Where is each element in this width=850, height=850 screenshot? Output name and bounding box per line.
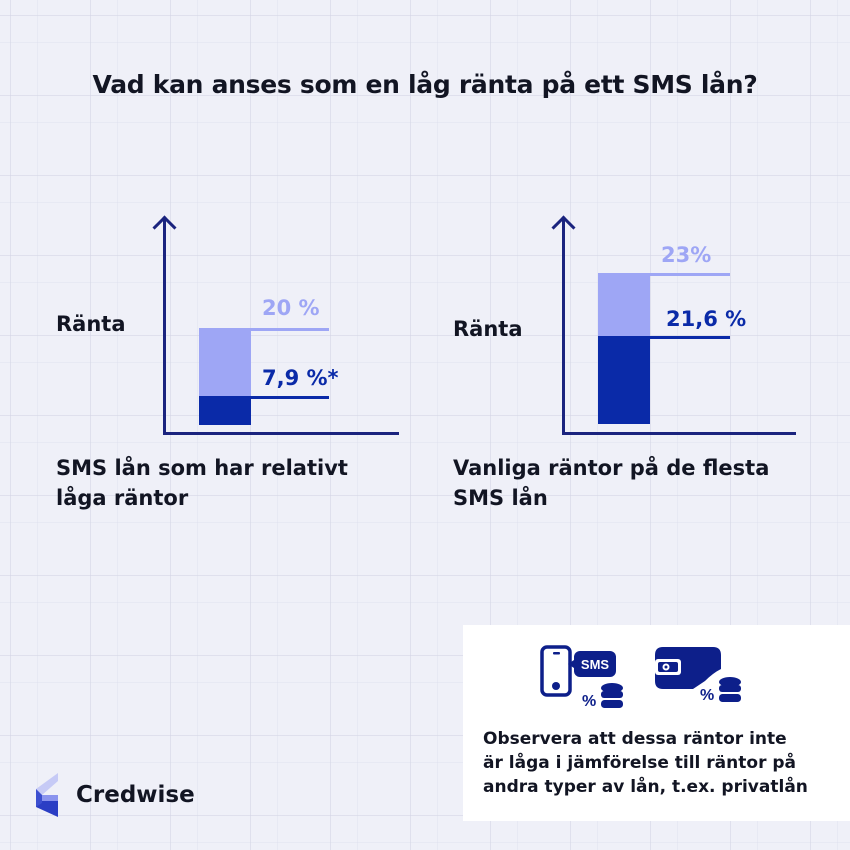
caption-line: SMS lån [453, 486, 548, 510]
credwise-logo-icon [36, 773, 60, 817]
percent-coins-icon: % [580, 680, 628, 714]
svg-text:SMS: SMS [581, 657, 610, 672]
marker-line-lower [650, 336, 730, 339]
x-axis [562, 432, 796, 435]
sms-phone-icon: SMS [538, 645, 628, 715]
marker-line-upper [650, 273, 730, 276]
note-text: Observera att dessa räntor inte är låga … [483, 727, 833, 799]
y-axis [562, 218, 565, 435]
note-line: är låga i jämförelse till räntor på [483, 753, 797, 773]
note-line: andra typer av lån, t.ex. privatlån [483, 777, 808, 797]
bar-lower [598, 336, 650, 424]
bar-upper [598, 273, 650, 338]
value-label-lower: 21,6 % [666, 307, 747, 331]
brand-name: Credwise [76, 782, 195, 808]
x-axis [163, 432, 399, 435]
bar-lower [199, 396, 251, 425]
wallet-icon [653, 645, 725, 691]
value-label-lower: 7,9 %* [262, 366, 339, 390]
chart-caption: SMS lån som har relativt låga räntor [56, 453, 348, 513]
y-axis-label: Ränta [453, 317, 523, 341]
marker-line-lower [251, 396, 329, 399]
value-label-upper: 20 % [262, 296, 320, 320]
y-axis-label: Ränta [56, 312, 126, 336]
caption-line: Vanliga räntor på de flesta [453, 456, 770, 480]
y-axis [163, 218, 166, 435]
marker-line-upper [251, 328, 329, 331]
svg-text:%: % [582, 693, 596, 710]
percent-coins-icon: % [698, 674, 746, 708]
arrow-up-icon [152, 215, 177, 240]
note-line: Observera att dessa räntor inte [483, 729, 787, 749]
bar-upper [199, 328, 251, 398]
svg-text:%: % [700, 687, 714, 704]
page-title: Vad kan anses som en låg ränta på ett SM… [92, 70, 758, 99]
chart-caption: Vanliga räntor på de flesta SMS lån [453, 453, 769, 513]
arrow-up-icon [551, 215, 576, 240]
caption-line: låga räntor [56, 486, 189, 510]
value-label-upper: 23% [661, 243, 712, 267]
caption-line: SMS lån som har relativt [56, 456, 348, 480]
